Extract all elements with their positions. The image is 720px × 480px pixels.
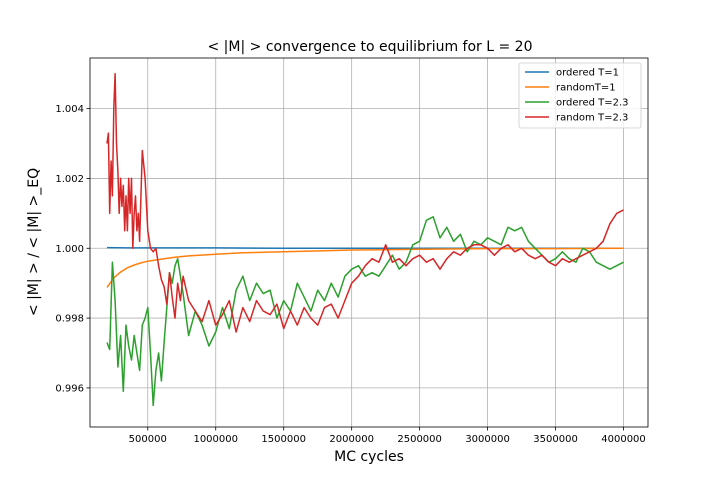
x-tick-label: 3000000 xyxy=(465,434,510,445)
legend-label: ordered T=2.3 xyxy=(556,98,629,109)
legend-label: randomT=1 xyxy=(556,83,616,94)
series-line-3 xyxy=(106,216,624,407)
x-tick-label: 1500000 xyxy=(261,434,306,445)
plot-area-frame xyxy=(89,57,649,428)
axis-ticks: 500000 1000000 1500000 2000000 2500000 300000… xyxy=(55,104,645,445)
y-tick-label: 0.998 xyxy=(55,314,84,325)
series-line-2 xyxy=(106,247,624,288)
x-tick-label: 500000 xyxy=(129,434,167,445)
legend-label: random T=2.3 xyxy=(556,113,628,124)
series-line-4 xyxy=(106,72,624,333)
x-tick-label: 4000000 xyxy=(601,434,646,445)
y-tick-label: 1.004 xyxy=(55,104,84,115)
y-axis-label: < |M| > / < |M| >_EQ xyxy=(26,168,42,316)
y-tick-label: 0.996 xyxy=(55,383,84,394)
x-tick-label: 3500000 xyxy=(533,434,578,445)
y-tick-label: 1.002 xyxy=(55,174,84,185)
chart-title: < |M| > convergence to equilibrium for L… xyxy=(208,39,533,55)
legend-box xyxy=(518,62,642,129)
x-tick-label: 2000000 xyxy=(329,434,374,445)
legend: ordered T=1 randomT=1 ordered T=2.3 random … xyxy=(518,62,642,129)
x-tick-label: 1000000 xyxy=(193,434,238,445)
series-group xyxy=(106,72,624,407)
y-tick-label: 1.000 xyxy=(55,244,84,255)
x-tick-label: 2500000 xyxy=(397,434,442,445)
x-axis-label: MC cycles xyxy=(334,449,404,465)
legend-label: ordered T=1 xyxy=(556,68,619,79)
